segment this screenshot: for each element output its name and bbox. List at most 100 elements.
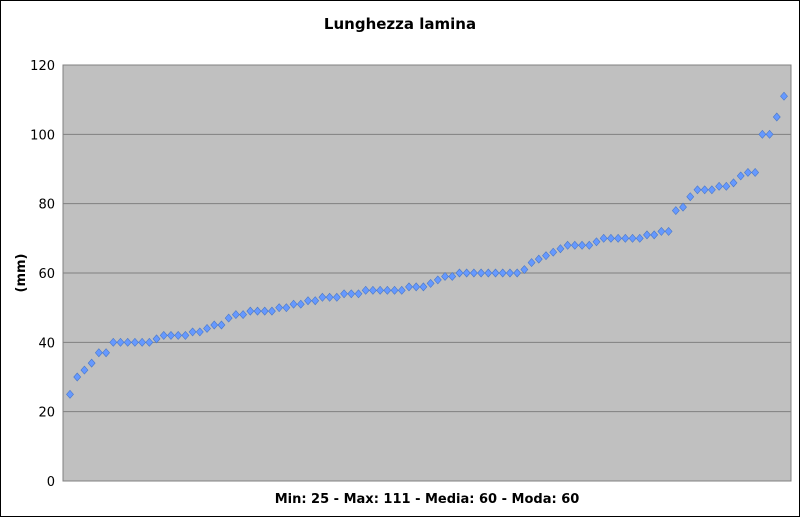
data-point: [123, 337, 132, 347]
data-point: [578, 240, 586, 250]
data-point: [268, 306, 276, 316]
data-point: [628, 233, 637, 243]
data-point: [722, 181, 731, 191]
data-point: [650, 230, 659, 240]
data-point: [751, 168, 760, 177]
data-point: [390, 285, 399, 295]
data-point: [296, 299, 305, 309]
data-point: [599, 233, 608, 243]
data-points: [66, 91, 788, 399]
data-point: [433, 275, 442, 285]
data-point: [635, 233, 644, 243]
data-point: [426, 278, 435, 288]
data-point: [224, 313, 233, 323]
data-point: [174, 330, 183, 340]
data-point: [469, 268, 478, 278]
data-point: [758, 129, 767, 139]
data-point: [491, 268, 500, 278]
data-point: [145, 337, 154, 347]
data-point: [506, 268, 514, 278]
data-point: [405, 282, 413, 292]
data-point: [736, 171, 745, 181]
data-point: [109, 337, 118, 347]
data-point: [210, 320, 219, 330]
data-point: [188, 327, 197, 337]
data-point: [484, 268, 493, 278]
data-point: [325, 292, 334, 302]
y-tick-label: 80: [38, 198, 55, 213]
y-tick-label: 120: [30, 59, 55, 74]
data-point: [217, 320, 226, 330]
data-point: [686, 192, 695, 202]
data-point: [693, 185, 702, 195]
data-point: [87, 358, 96, 368]
data-point: [513, 268, 522, 278]
data-point: [462, 268, 471, 278]
data-point: [455, 268, 464, 278]
y-tick-label: 0: [47, 475, 55, 490]
data-point: [477, 268, 485, 278]
data-point: [765, 129, 774, 139]
data-point: [253, 306, 262, 316]
data-point: [549, 247, 558, 257]
data-point: [498, 268, 507, 278]
data-point: [102, 348, 110, 358]
y-axis-label: (mm): [14, 254, 29, 293]
x-axis-label: Min: 25 - Max: 111 - Media: 60 - Moda: 6…: [275, 492, 580, 507]
data-point: [332, 292, 341, 302]
data-point: [412, 282, 421, 292]
y-tick-label: 60: [38, 267, 55, 282]
data-point: [260, 306, 269, 316]
data-point: [520, 265, 529, 274]
data-point: [80, 365, 89, 375]
data-point: [614, 233, 623, 243]
data-point: [657, 226, 666, 236]
data-point: [138, 337, 147, 347]
data-point: [419, 282, 428, 292]
data-point: [318, 292, 327, 302]
data-point: [679, 202, 687, 212]
data-point: [643, 230, 651, 240]
data-point: [311, 296, 320, 306]
data-point: [671, 206, 680, 216]
data-point: [354, 289, 363, 299]
data-point: [707, 185, 716, 195]
data-point: [383, 285, 392, 295]
data-point: [441, 272, 449, 281]
data-point: [715, 181, 723, 191]
data-point: [585, 240, 594, 250]
data-point: [772, 112, 781, 122]
data-point: [94, 348, 103, 358]
data-point: [116, 337, 125, 347]
data-point: [167, 330, 175, 340]
data-point: [159, 330, 168, 340]
data-point: [275, 303, 284, 313]
y-axis-ticks: 0 20 40 60 80 100 120: [30, 59, 55, 490]
gridlines: [63, 133, 791, 413]
data-point: [231, 310, 240, 320]
y-tick-label: 40: [38, 336, 55, 351]
data-point: [181, 330, 190, 340]
data-point: [131, 337, 139, 347]
data-point: [246, 306, 255, 316]
data-point: [73, 372, 82, 382]
data-point: [304, 296, 312, 306]
data-point: [195, 327, 204, 337]
data-point: [729, 178, 738, 188]
data-point: [239, 310, 247, 320]
data-point: [361, 285, 370, 295]
chart-title: Lunghezza lamina: [324, 15, 476, 33]
data-point: [340, 289, 348, 299]
data-point: [700, 185, 709, 195]
data-point: [556, 244, 565, 254]
data-point: [570, 240, 579, 250]
data-point: [780, 91, 788, 101]
data-point: [347, 289, 356, 299]
data-point: [282, 303, 291, 313]
data-point: [527, 258, 536, 268]
data-point: [66, 389, 74, 399]
y-tick-label: 20: [38, 406, 55, 421]
data-point: [534, 254, 543, 264]
